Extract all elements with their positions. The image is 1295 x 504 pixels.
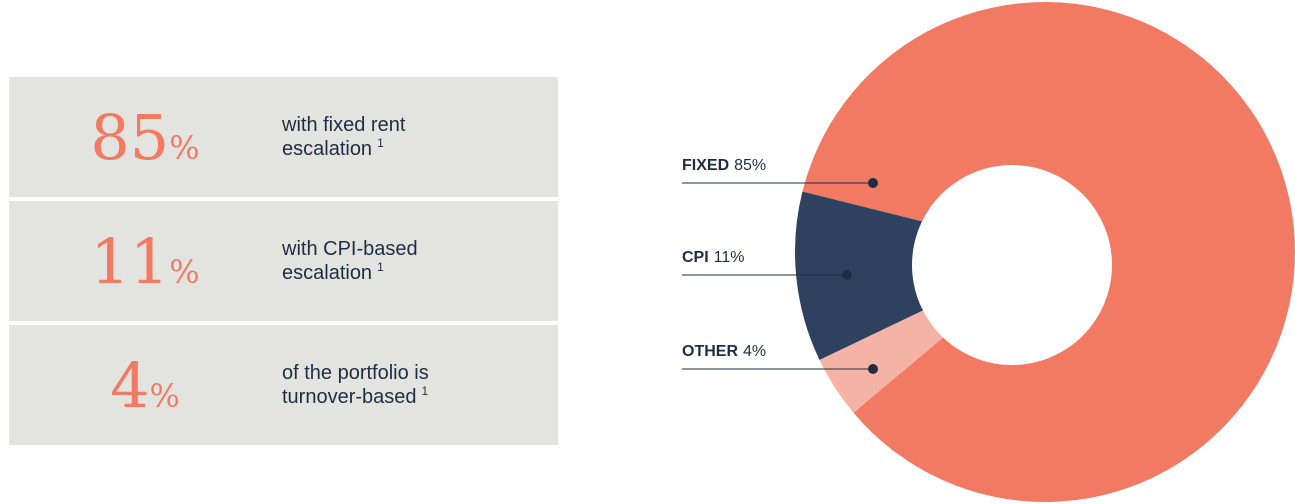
footnote: 1 — [422, 384, 429, 398]
leader-dot — [842, 270, 852, 280]
segment-label: CPI 11% — [682, 249, 745, 266]
segment-value: 11% — [714, 249, 745, 266]
segment-value: 4% — [743, 343, 766, 360]
stat-text: with fixed rent — [281, 114, 406, 136]
stat-value: 11 — [90, 225, 169, 298]
leader-dot — [868, 364, 878, 374]
stat-text: escalation 1 — [282, 260, 384, 284]
stat-number: 85% — [90, 101, 199, 174]
segment-value: 85% — [734, 157, 766, 174]
stat-number: 11% — [90, 225, 199, 298]
stat-unit: % — [150, 377, 180, 415]
stat-text: turnover-based 1 — [282, 384, 429, 408]
footnote: 1 — [377, 260, 384, 274]
stat-line: escalation — [282, 262, 372, 284]
stat-text: of the portfolio is — [282, 362, 429, 384]
stat-number: 4% — [110, 349, 180, 422]
segment-name: OTHER — [682, 343, 738, 360]
leader-dot — [868, 178, 878, 188]
segment-label: FIXED 85% — [682, 157, 766, 174]
segment-name: CPI — [682, 249, 709, 266]
stat-line: with CPI-based — [281, 238, 418, 260]
stat-box — [9, 201, 558, 321]
stat-box — [9, 325, 558, 445]
footnote: 1 — [377, 136, 384, 150]
stat-unit: % — [169, 129, 199, 167]
stat-text: escalation 1 — [282, 136, 384, 160]
segment-label: OTHER 4% — [682, 343, 766, 360]
stat-value: 4 — [110, 349, 149, 422]
stat-box — [9, 77, 558, 197]
donut-hole — [912, 165, 1112, 365]
stat-text: with CPI-based — [281, 238, 418, 260]
stat-value: 85 — [90, 101, 169, 174]
stat-line: of the portfolio is — [282, 362, 429, 384]
stat-line: with fixed rent — [281, 114, 406, 136]
stat-unit: % — [169, 253, 199, 291]
stat-line: escalation — [282, 138, 372, 160]
stat-line: turnover-based — [282, 386, 417, 408]
segment-name: FIXED — [682, 157, 729, 174]
